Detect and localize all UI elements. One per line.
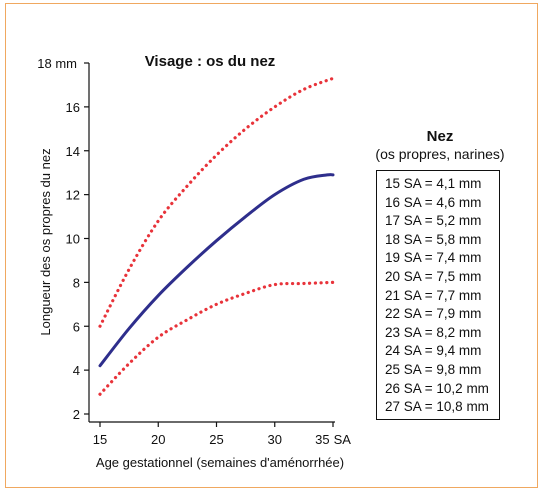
- y-tick-label: 18 mm: [37, 56, 77, 71]
- lower-limit-curve: [98, 280, 335, 396]
- x-tick-label: 25: [209, 432, 223, 447]
- side-table-subtitle: (os propres, narines): [375, 146, 505, 162]
- measurement-table: 15 SA = 4,1 mm 16 SA = 4,6 mm 17 SA = 5,2 …: [376, 170, 500, 420]
- y-tick-label: 6: [73, 319, 80, 334]
- y-tick-label: 16: [66, 100, 80, 115]
- x-tick-label: 20: [151, 432, 165, 447]
- x-tick-label: 35 SA: [315, 432, 351, 447]
- y-axis-label: Longueur des os propres du nez: [38, 148, 53, 335]
- x-axis-label: Age gestationnel (semaines d'aménorrhée): [96, 455, 344, 470]
- side-table-title: Nez: [426, 128, 454, 145]
- table-row: 25 SA = 9,8 mm: [385, 361, 482, 377]
- table-row: 20 SA = 7,5 mm: [385, 268, 482, 284]
- upper-limit-curve: [98, 76, 335, 328]
- y-tick-label: 14: [66, 144, 80, 159]
- x-tick-label: 15: [93, 432, 107, 447]
- table-row: 19 SA = 7,4 mm: [385, 250, 482, 266]
- y-tick-label: 12: [66, 188, 80, 203]
- y-tick-label: 10: [66, 232, 80, 247]
- table-row: 21 SA = 7,7 mm: [385, 287, 482, 303]
- chart-axes: 2 4 6 8 10 12 14 16 18 mm 15 20 25 30 35 SA: [37, 56, 351, 447]
- chart-title: Visage : os du nez: [145, 53, 276, 70]
- table-row: 15 SA = 4,1 mm: [385, 176, 482, 191]
- chart-series: [98, 76, 335, 396]
- table-row: 23 SA = 8,2 mm: [385, 324, 482, 340]
- y-tick-label: 8: [73, 275, 80, 290]
- table-row: 26 SA = 10,2 mm: [385, 380, 489, 396]
- x-tick-label: 30: [268, 432, 282, 447]
- figure-frame: [5, 3, 538, 488]
- mean-curve: [98, 173, 335, 368]
- table-row: 17 SA = 5,2 mm: [385, 213, 482, 229]
- table-row: 27 SA = 10,8 mm: [385, 399, 489, 415]
- table-row: 16 SA = 4,6 mm: [385, 194, 482, 210]
- table-row: 18 SA = 5,8 mm: [385, 231, 482, 247]
- table-row: 22 SA = 7,9 mm: [385, 306, 482, 322]
- y-tick-label: 4: [73, 363, 80, 378]
- y-tick-label: 2: [73, 407, 80, 422]
- table-row: 24 SA = 9,4 mm: [385, 343, 482, 359]
